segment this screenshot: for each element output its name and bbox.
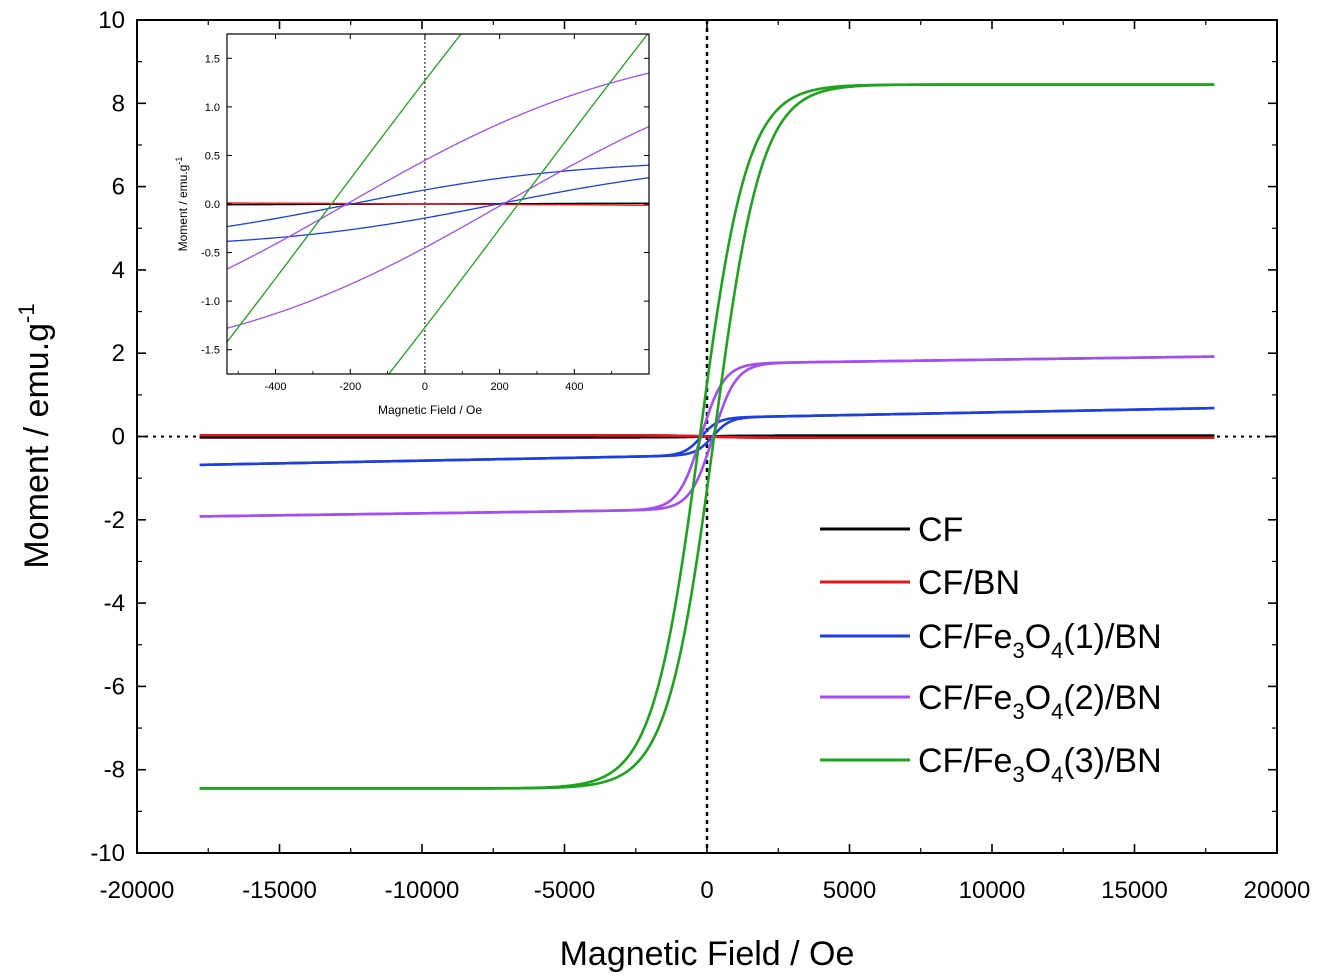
inset-y-tick-label: 1.5: [205, 53, 220, 65]
x-tick-label: -10000: [385, 877, 460, 904]
main-series-group: [199, 83, 1215, 790]
x-tick-label: 15000: [1101, 877, 1168, 904]
y-tick-label: -8: [104, 757, 125, 784]
legend-label: CF/BN: [918, 564, 1020, 602]
inset-y-axis-title-text: Moment / emu.g: [176, 165, 190, 252]
inset-x-tick-label: 200: [490, 381, 508, 393]
x-tick-label: 0: [700, 877, 713, 904]
inset-y-axis-title-sup: -1: [174, 157, 184, 165]
inset-y-tick-label: 0.0: [205, 199, 220, 211]
x-tick-label: -20000: [100, 877, 175, 904]
legend-label: CF: [918, 511, 963, 549]
y-tick-label: 0: [112, 424, 125, 451]
main-y-axis-title-sup: -1: [14, 303, 39, 323]
y-tick-label: 6: [112, 174, 125, 201]
series-line-cf-fe3o4-1-bn-lower: [199, 406, 1215, 467]
y-tick-label: -2: [104, 507, 125, 534]
legend-label: CF/Fe3O4(3)/BN: [918, 742, 1162, 787]
legend-label: CF/Fe3O4(1)/BN: [918, 618, 1162, 663]
inset-y-tick-label: -0.5: [201, 248, 220, 260]
main-axis-ticks: -20000 -15000 -10000 -5000 0 5000 10000 15000 20…: [90, 7, 1310, 904]
inset-series-line-cf-fe3o4-2-bn-upper: [227, 72, 649, 270]
inset-x-tick-label: 0: [422, 381, 428, 393]
inset-series-line-cf-fe3o4-3-bn-lower: [387, 34, 649, 374]
y-tick-label: 4: [112, 257, 125, 284]
legend-label: CF/Fe3O4(2)/BN: [918, 679, 1162, 724]
inset-y-tick-label: -1.5: [201, 345, 220, 357]
inset-axis-ticks: -400 -200 0 200 400 -1.5 -1.0 -0.5 0.0 0.5 1.0 1.5: [201, 34, 650, 393]
inset-y-axis-title: Moment / emu.g-1: [174, 157, 190, 252]
legend: CF CF/BN CF/Fe3O4(1)/BN CF/Fe3O4(2)/BN CF/Fe…: [820, 511, 1162, 787]
inset-series-line-cf-bn-lower: [227, 202, 649, 206]
inset-series-line-cf-fe3o4-2-bn-lower: [227, 125, 649, 329]
inset-x-axis-title: Magnetic Field / Oe: [378, 403, 482, 417]
y-tick-label: 8: [112, 90, 125, 117]
y-tick-label: 2: [112, 340, 125, 367]
inset-y-tick-label: -1.0: [201, 296, 220, 308]
y-tick-label: -6: [104, 673, 125, 700]
series-line-cf-bn-lower: [199, 433, 1215, 440]
inset-x-tick-label: -400: [265, 381, 287, 393]
main-x-axis-title: Magnetic Field / Oe: [560, 935, 855, 973]
main-y-axis-title: Moment / emu.g-1: [14, 303, 56, 568]
x-tick-label: 5000: [823, 877, 876, 904]
x-tick-label: -15000: [242, 877, 317, 904]
inset-x-tick-label: -200: [339, 381, 361, 393]
y-tick-label: 10: [98, 7, 125, 34]
x-tick-label: 20000: [1244, 877, 1311, 904]
x-tick-label: 10000: [959, 877, 1026, 904]
inset-x-tick-label: 400: [565, 381, 583, 393]
inset-y-tick-label: 0.5: [205, 150, 220, 162]
main-y-axis-title-text: Moment / emu.g: [18, 323, 56, 569]
inset-y-tick-label: 1.0: [205, 102, 220, 114]
y-tick-label: -10: [90, 840, 125, 867]
series-line-cf-fe3o4-2-bn-lower: [199, 355, 1215, 518]
x-tick-label: -5000: [534, 877, 595, 904]
inset-series-group: [227, 34, 649, 374]
inset-series-line-cf-fe3o4-3-bn-upper: [227, 34, 462, 343]
inset-series-line-cf-fe3o4-1-bn-lower: [227, 177, 649, 242]
series-line-cf-fe3o4-3-bn-lower: [199, 83, 1215, 790]
y-tick-label: -4: [104, 590, 125, 617]
inset-series-line-cf-fe3o4-1-bn-upper: [227, 164, 649, 228]
